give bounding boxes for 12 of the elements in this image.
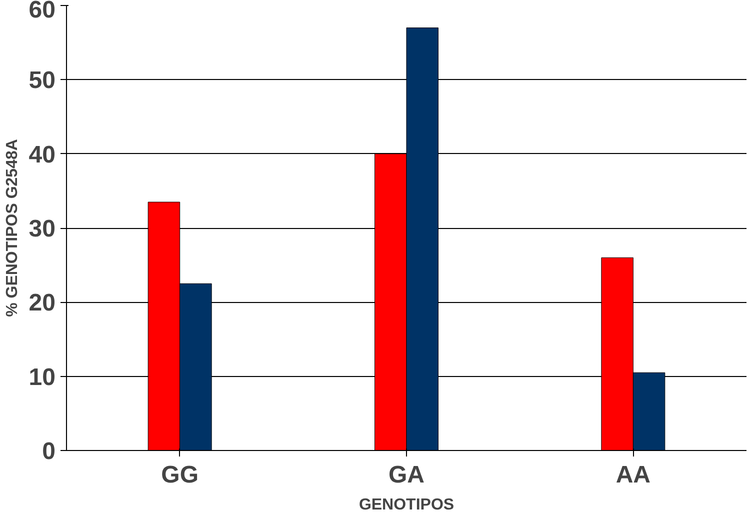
y-tick-label: 0 bbox=[42, 438, 56, 465]
y-tick-label: 30 bbox=[28, 216, 56, 242]
y-tick-label: 20 bbox=[28, 290, 56, 317]
x-tick-label: AA bbox=[616, 462, 651, 488]
y-tick-label: 10 bbox=[28, 364, 56, 391]
y-tick-label: 40 bbox=[28, 141, 56, 168]
x-tick-label: GA bbox=[388, 462, 424, 488]
x-axis-title: GENOTIPOS bbox=[358, 496, 454, 514]
x-tick-label: GG bbox=[161, 462, 199, 488]
y-axis-title: % GENOTIPOS G2548A bbox=[4, 138, 21, 317]
y-tick-label: 60 bbox=[28, 0, 56, 24]
y-tick-label: 50 bbox=[28, 67, 56, 94]
